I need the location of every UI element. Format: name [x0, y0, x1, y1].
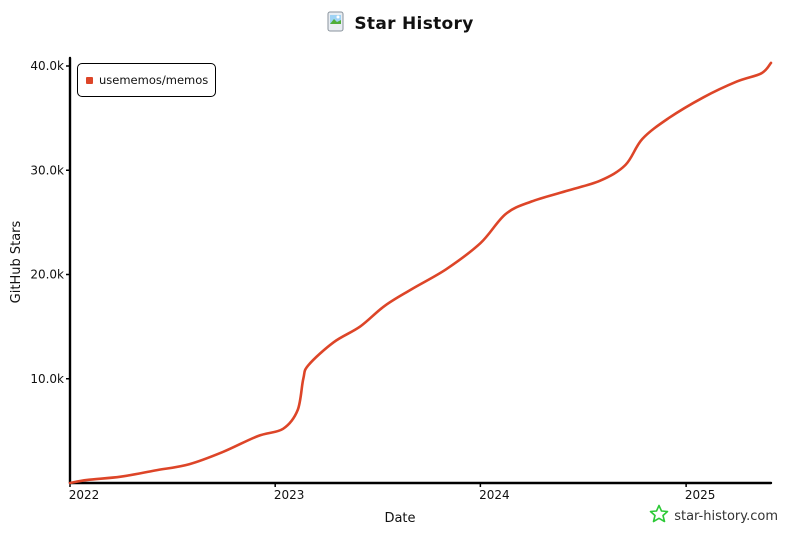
watermark-text: star-history.com [674, 508, 778, 524]
y-tick-label: 10.0k [30, 372, 64, 386]
x-tick-label: 2023 [274, 488, 305, 502]
chart-title-row: Star History [0, 10, 800, 38]
y-tick-label: 30.0k [30, 163, 64, 177]
x-axis-title: Date [384, 511, 415, 526]
x-axis-ticks: 2022 2023 2024 2025 [69, 483, 716, 502]
chart-title: Star History [354, 14, 474, 34]
series-line-usememos-memos [68, 61, 773, 485]
y-tick-label: 20.0k [30, 268, 64, 282]
x-tick-label: 2025 [685, 488, 716, 502]
y-tick-label: 40.0k [30, 59, 64, 73]
legend-label: usememos/memos [99, 73, 209, 87]
chart-legend: usememos/memos [77, 63, 217, 97]
legend-swatch [86, 76, 93, 84]
watermark[interactable]: star-history.com [649, 504, 778, 528]
github-repo-icon [326, 11, 346, 37]
x-tick-label: 2024 [479, 488, 510, 502]
y-axis-title: GitHub Stars [9, 220, 24, 303]
y-axis-ticks: 10.0k 20.0k 30.0k 40.0k [30, 59, 70, 386]
x-tick-label: 2022 [69, 488, 100, 502]
star-outline-icon [649, 504, 669, 528]
